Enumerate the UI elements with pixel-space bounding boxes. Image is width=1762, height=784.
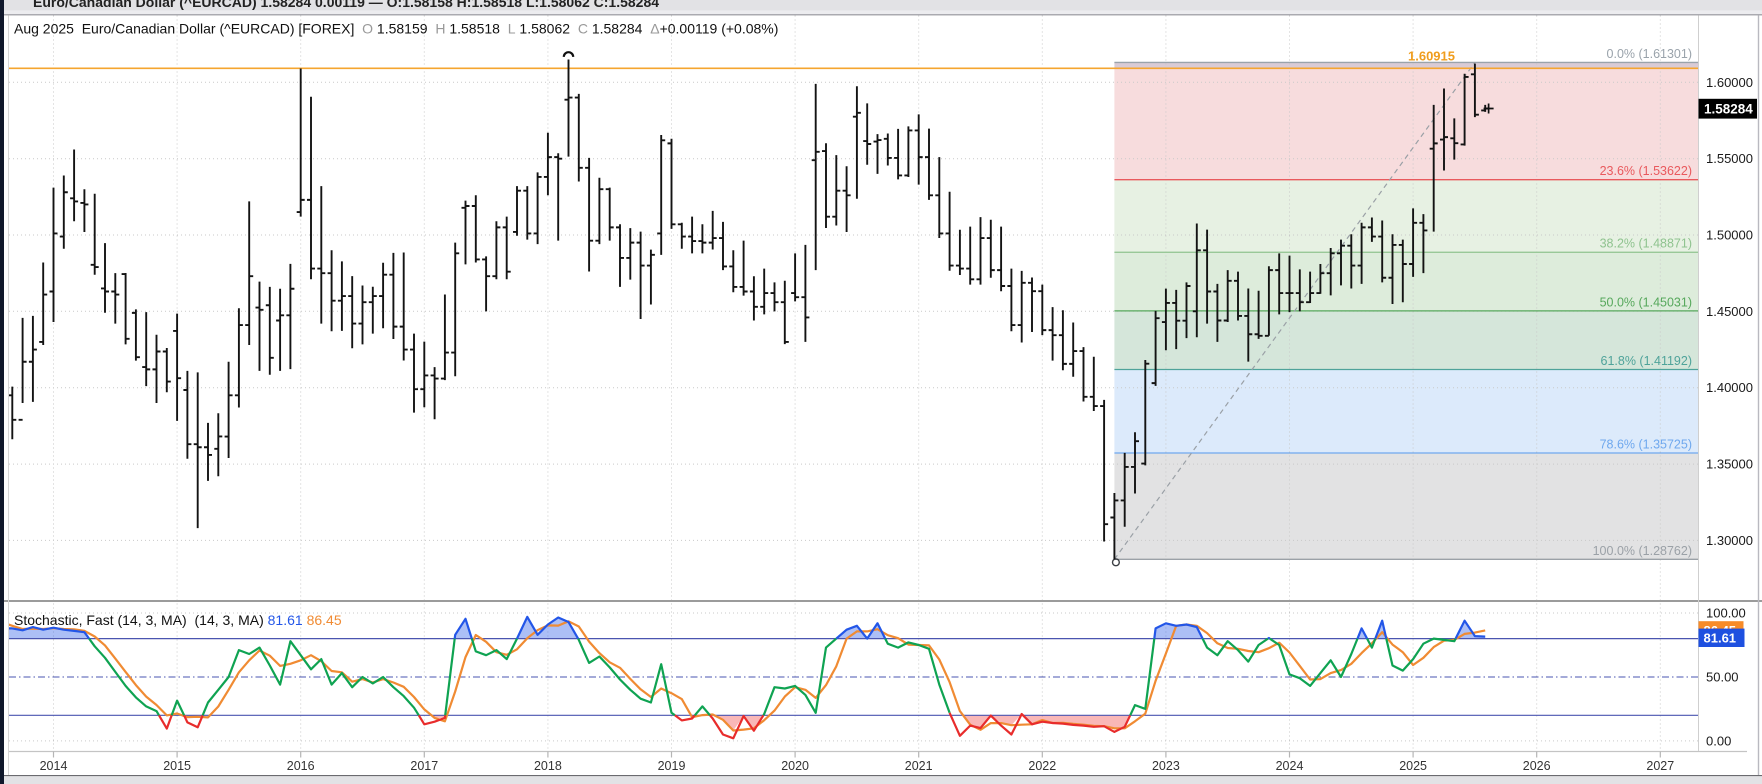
svg-text:23.6% (1.53622): 23.6% (1.53622)	[1600, 164, 1692, 178]
svg-text:1.50000: 1.50000	[1706, 228, 1753, 243]
svg-text:50.0% (1.45031): 50.0% (1.45031)	[1600, 295, 1692, 309]
svg-text:Euro/Canadian Dollar (^EURCAD): Euro/Canadian Dollar (^EURCAD) 1.58284 0…	[33, 0, 659, 10]
svg-text:1.60915: 1.60915	[1408, 48, 1455, 63]
svg-text:50.00: 50.00	[1706, 670, 1739, 685]
svg-text:2022: 2022	[1028, 759, 1056, 773]
svg-text:100.00: 100.00	[1706, 606, 1746, 621]
svg-text:2017: 2017	[410, 759, 438, 773]
svg-text:2020: 2020	[781, 759, 809, 773]
svg-text:2019: 2019	[658, 759, 686, 773]
svg-text:2016: 2016	[287, 759, 315, 773]
svg-text:2014: 2014	[40, 759, 68, 773]
svg-text:61.8% (1.41192): 61.8% (1.41192)	[1601, 354, 1693, 368]
svg-text:2024: 2024	[1276, 759, 1304, 773]
svg-text:2025: 2025	[1399, 759, 1427, 773]
svg-text:0.00: 0.00	[1706, 733, 1731, 748]
svg-text:Stochastic, Fast (14, 3, MA): Stochastic, Fast (14, 3, MA) (14, 3, MA)…	[14, 612, 342, 628]
svg-text:1.58284: 1.58284	[1704, 102, 1753, 117]
svg-text:1.45000: 1.45000	[1706, 304, 1753, 319]
svg-text:1.35000: 1.35000	[1706, 457, 1753, 472]
svg-text:1.40000: 1.40000	[1706, 380, 1753, 395]
svg-text:2023: 2023	[1152, 759, 1180, 773]
svg-text:2026: 2026	[1523, 759, 1551, 773]
svg-text:78.6% (1.35725): 78.6% (1.35725)	[1600, 438, 1692, 452]
svg-text:1.60000: 1.60000	[1706, 75, 1753, 90]
svg-text:1.30000: 1.30000	[1706, 533, 1753, 548]
svg-text:2027: 2027	[1646, 759, 1674, 773]
svg-text:81.61: 81.61	[1704, 631, 1737, 646]
svg-text:100.0% (1.28762): 100.0% (1.28762)	[1593, 544, 1692, 558]
svg-text:2021: 2021	[905, 759, 933, 773]
svg-text:Aug 2025 Euro/Canadian Dollar: Aug 2025 Euro/Canadian Dollar (^EURCAD) …	[14, 21, 778, 37]
svg-text:1.55000: 1.55000	[1706, 151, 1753, 166]
svg-text:0.0% (1.61301): 0.0% (1.61301)	[1607, 47, 1692, 61]
svg-text:2015: 2015	[163, 759, 191, 773]
svg-text:38.2% (1.48871): 38.2% (1.48871)	[1600, 237, 1692, 251]
svg-text:2018: 2018	[534, 759, 562, 773]
